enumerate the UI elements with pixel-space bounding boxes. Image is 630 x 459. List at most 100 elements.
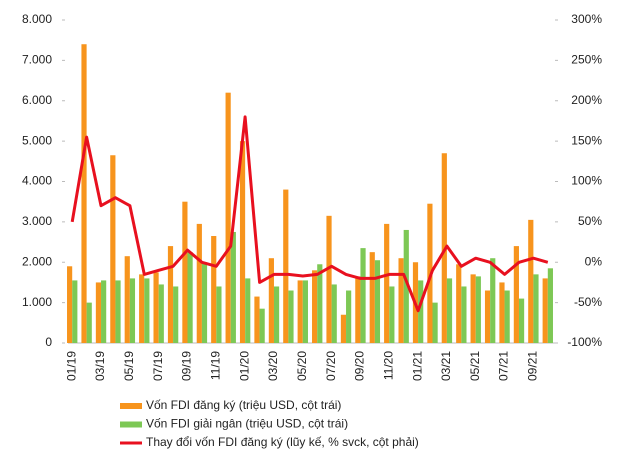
bar [72, 280, 78, 343]
bar [475, 276, 481, 343]
bar [398, 258, 404, 343]
bar [86, 302, 92, 343]
bar [297, 280, 303, 343]
bar [528, 219, 534, 343]
bar [268, 258, 274, 343]
bar [484, 290, 491, 343]
bar [384, 223, 390, 343]
y-tick-label: 1.000 [22, 295, 52, 309]
bar [504, 290, 510, 343]
legend-swatch [120, 403, 142, 409]
bar [225, 92, 231, 343]
bar [211, 236, 217, 343]
x-tick-label: 09/21 [526, 351, 540, 381]
bar [254, 296, 260, 343]
x-tick-label: 01/20 [237, 351, 251, 381]
x-tick-label: 11/20 [381, 351, 395, 380]
x-tick-label: 07/19 [151, 351, 165, 381]
bar [239, 141, 246, 343]
y2-tick-label: 300% [571, 12, 602, 26]
line [70, 115, 549, 313]
bar [67, 266, 73, 343]
bar [432, 302, 438, 343]
bar [182, 201, 188, 343]
bar [542, 278, 548, 343]
bar [470, 274, 476, 343]
bar [288, 290, 294, 343]
bar [518, 298, 525, 343]
y2-tick-label: 200% [571, 93, 602, 107]
bar [115, 280, 121, 343]
bar [346, 290, 352, 343]
bar [456, 264, 462, 343]
bar [403, 229, 409, 343]
x-tick-label: 03/21 [439, 351, 453, 381]
bar [355, 276, 361, 343]
y-tick-label: 2.000 [22, 254, 52, 268]
bar [124, 256, 130, 343]
x-tick-label: 09/20 [353, 351, 367, 381]
y-tick-label: 3.000 [22, 214, 52, 228]
bar [374, 260, 381, 343]
legend-label: Vốn FDI giải ngân (triệu USD, cột trái) [146, 417, 348, 431]
x-tick-label: 09/19 [180, 351, 194, 381]
bar [326, 215, 332, 343]
bar [153, 272, 159, 343]
x-tick-label: 03/19 [93, 351, 107, 381]
bar [167, 246, 174, 343]
bar [547, 268, 553, 343]
bar [273, 286, 280, 343]
bar [101, 280, 107, 343]
bar [340, 314, 347, 343]
y2-tick-label: 150% [571, 133, 602, 147]
legend-label: Vốn FDI đăng ký (triệu USD, cột trái) [146, 398, 341, 412]
y-tick-label: 6.000 [22, 93, 52, 107]
bar [216, 286, 222, 343]
bar [446, 278, 453, 343]
bar [201, 262, 208, 343]
bar [360, 248, 366, 343]
y2-tick-label: 50% [578, 214, 602, 228]
y-tick-label: 8.000 [22, 12, 52, 26]
x-tick-label: 07/20 [324, 351, 338, 381]
bar [230, 231, 236, 343]
y-tick-label: 5.000 [22, 133, 52, 147]
y2-tick-label: 250% [571, 53, 602, 67]
x-tick-label: 01/21 [410, 351, 424, 381]
y-tick-label: 4.000 [22, 174, 52, 188]
bar [259, 308, 265, 343]
x-tick-label: 03/20 [266, 351, 280, 381]
x-tick-label: 05/20 [295, 351, 309, 381]
y2-tick-label: -100% [567, 335, 602, 349]
y-tick-label: 0 [45, 335, 52, 349]
x-tick-label: 11/19 [208, 351, 222, 380]
x-tick-label: 01/19 [64, 351, 78, 381]
bar [312, 270, 318, 343]
bar [317, 264, 323, 343]
y2-tick-label: 100% [571, 174, 602, 188]
bar [533, 274, 539, 343]
bar [245, 278, 251, 343]
bar [158, 284, 164, 343]
bar [490, 258, 496, 343]
bar [139, 274, 145, 343]
bar [302, 280, 308, 343]
bar [331, 284, 337, 343]
x-tick-label: 05/19 [122, 351, 136, 381]
bar [173, 286, 179, 343]
bar [513, 246, 519, 343]
bar [499, 282, 505, 343]
bar [144, 278, 150, 343]
bar [418, 280, 424, 343]
bar [283, 189, 289, 343]
legend-swatch [120, 421, 142, 428]
bar [389, 286, 395, 343]
y2-tick-label: -50% [574, 295, 602, 309]
bar [196, 223, 202, 343]
x-tick-label: 07/21 [497, 351, 511, 381]
bar [461, 286, 467, 343]
bar [110, 155, 116, 343]
bar [95, 282, 102, 343]
bar [129, 278, 136, 343]
